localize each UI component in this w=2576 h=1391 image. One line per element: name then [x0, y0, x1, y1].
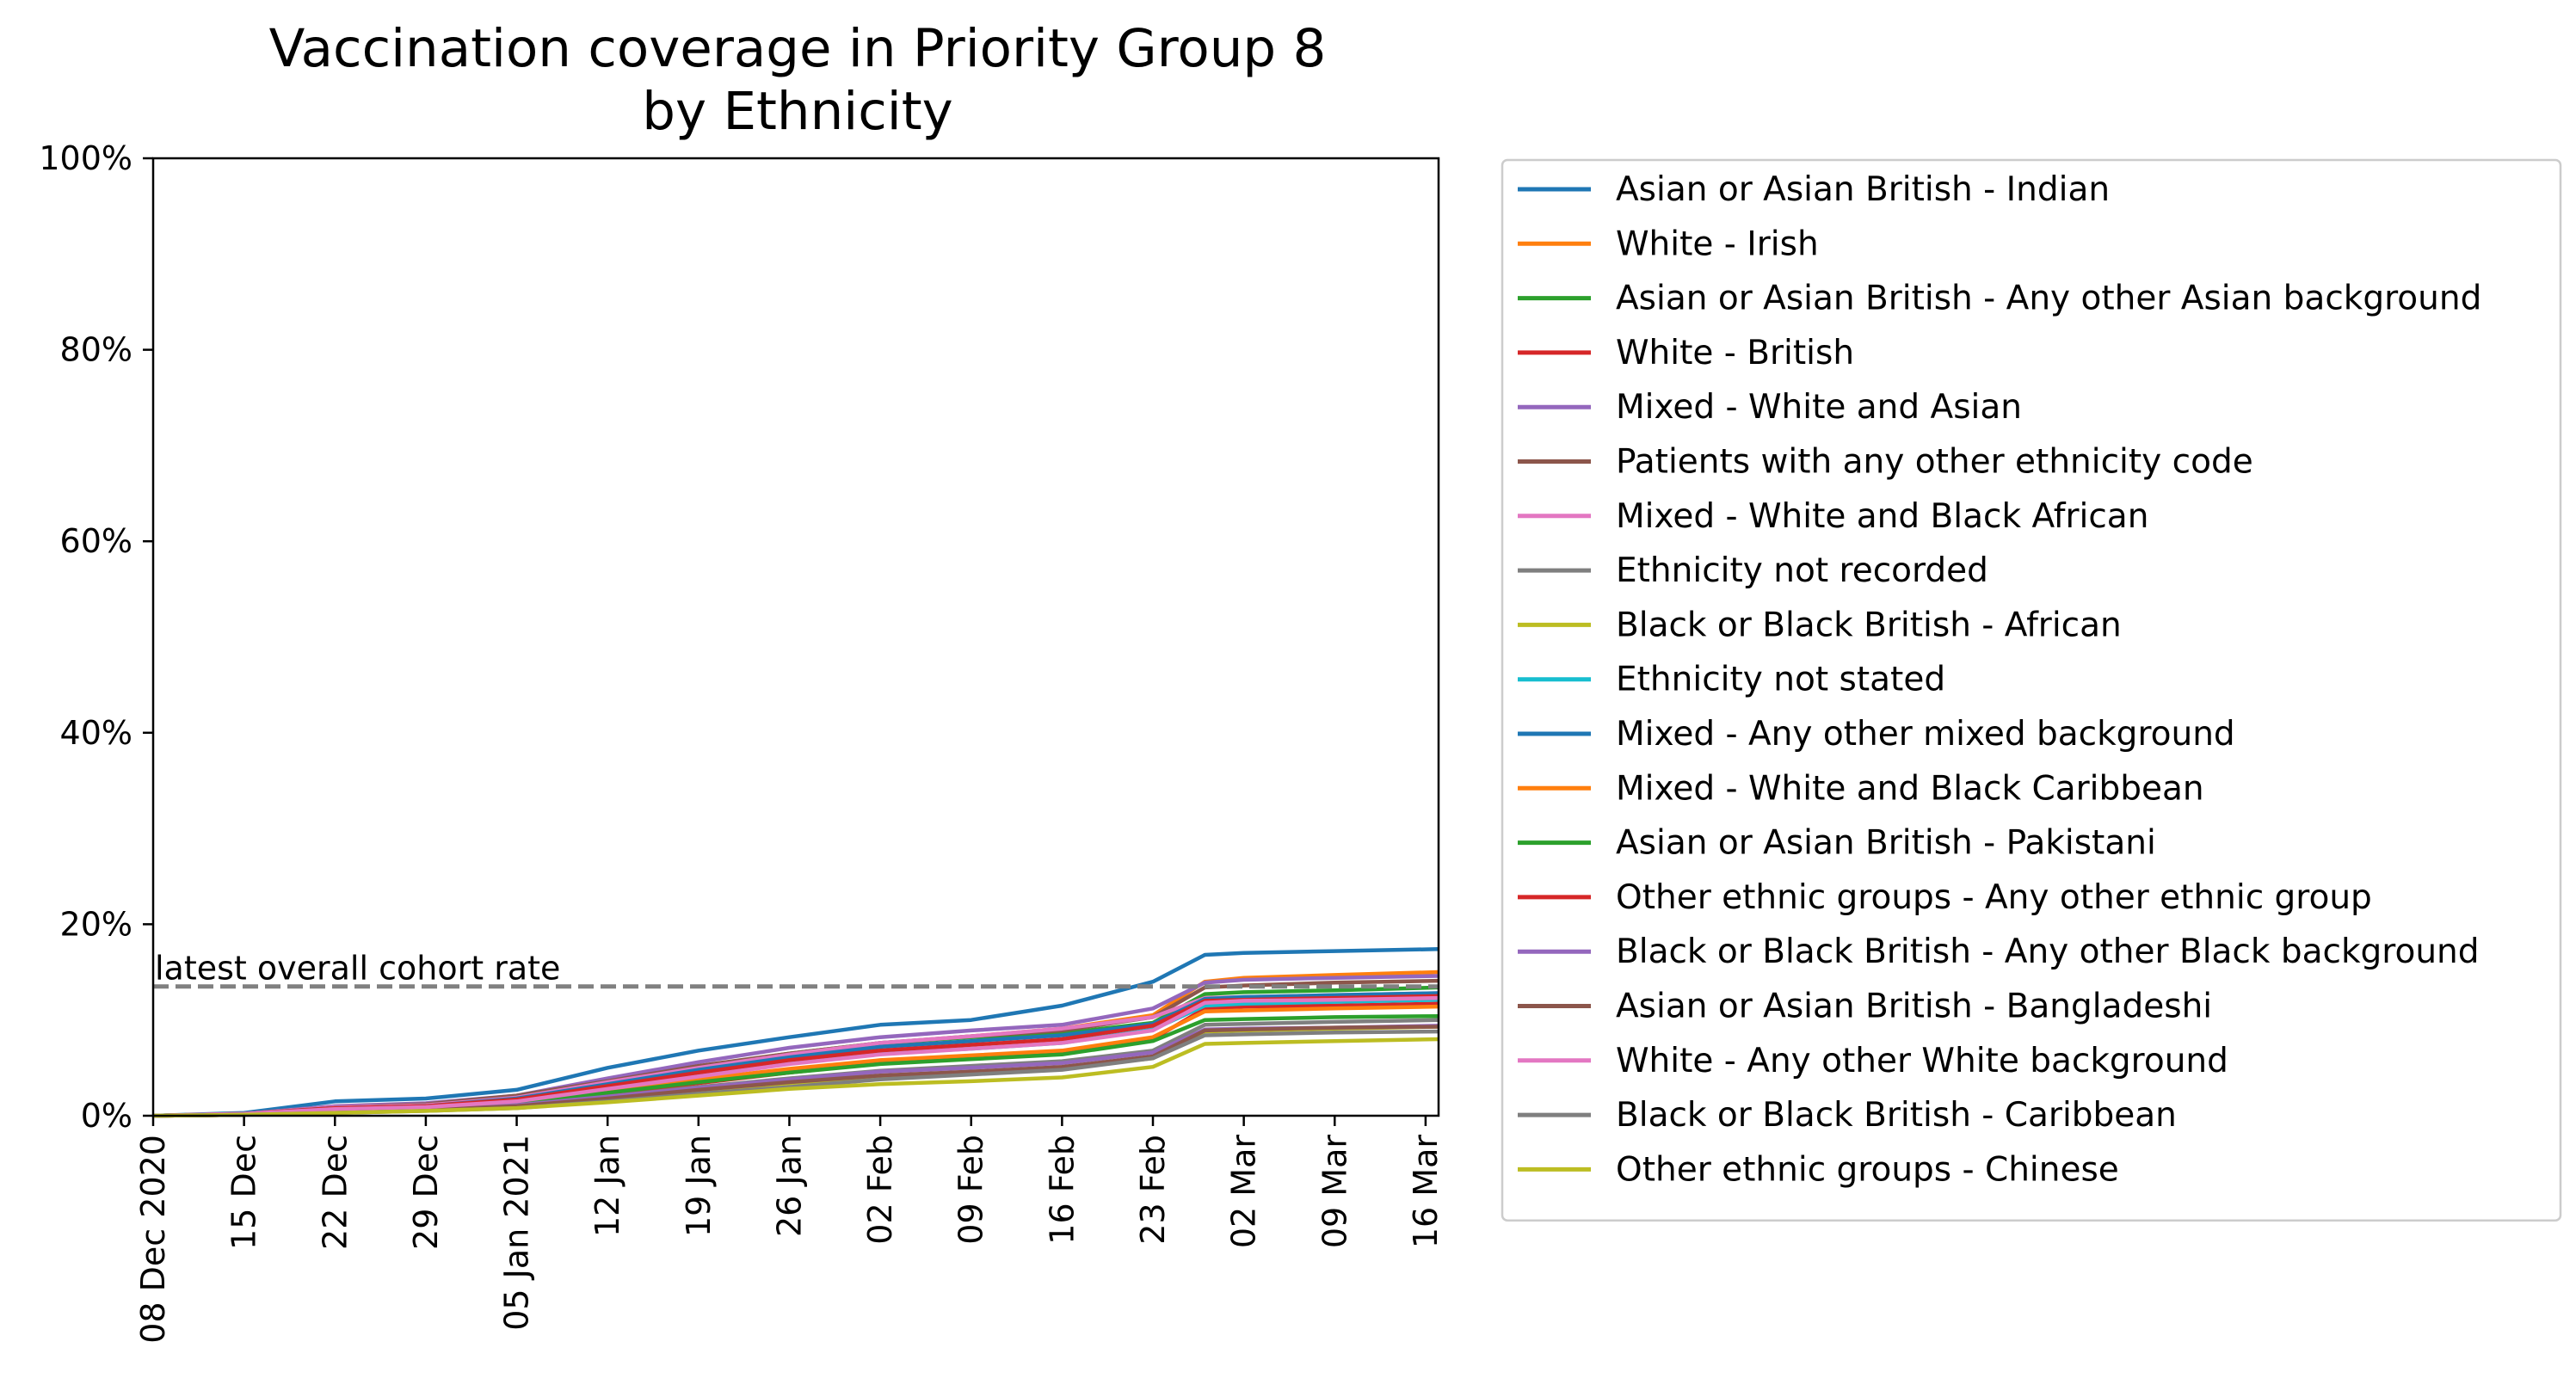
legend-label-11: Mixed - White and Black Caribbean [1616, 769, 2204, 808]
legend-label-10: Mixed - Any other mixed background [1616, 715, 2235, 754]
x-tick-label-0: 08 Dec 2020 [134, 1135, 172, 1344]
legend-frame [1501, 158, 2562, 1222]
series-line-16 [152, 995, 1439, 1118]
legend-label-18: Other ethnic groups - Chinese [1616, 1150, 2119, 1189]
legend-label-4: Mixed - White and Asian [1616, 388, 2022, 427]
x-tick-label-11: 23 Feb [1134, 1135, 1172, 1245]
legend-label-2: Asian or Asian British - Any other Asian… [1616, 280, 2481, 318]
legend-label-12: Asian or Asian British - Pakistani [1616, 824, 2156, 863]
chart-title-line-1: Vaccination coverage in Priority Group 8 [269, 18, 1327, 79]
x-tick-label-8: 02 Feb [861, 1135, 899, 1245]
x-tick-label-3: 29 Dec [407, 1135, 445, 1250]
legend-label-8: Black or Black British - African [1616, 606, 2122, 644]
y-tick-label-4: 80% [60, 331, 132, 369]
chart-title-line-2: by Ethnicity [642, 81, 952, 142]
y-tick-label-5: 100% [39, 139, 132, 177]
x-tick-label-6: 19 Jan [680, 1135, 718, 1237]
x-tick-label-5: 12 Jan [589, 1135, 626, 1237]
plot-area: latest overall cohort rate 0% 20% 40% 60% 80%… [39, 139, 1445, 1344]
x-tick-label-4: 05 Jan 2021 [498, 1135, 536, 1331]
y-tick-label-3: 60% [60, 522, 132, 560]
series-line-0 [152, 947, 1439, 1118]
reference-line-label: latest overall cohort rate [155, 950, 560, 988]
y-tick-label-0: 0% [81, 1097, 132, 1135]
x-tick-label-9: 09 Feb [952, 1135, 990, 1245]
legend-label-16: White - Any other White background [1616, 1042, 2228, 1080]
x-tick-label-14: 16 Mar [1407, 1135, 1445, 1249]
legend-label-9: Ethnicity not stated [1616, 661, 1945, 699]
legend-label-6: Mixed - White and Black African [1616, 497, 2148, 536]
x-tick-label-2: 22 Dec [316, 1135, 354, 1250]
legend-label-17: Black or Black British - Caribbean [1616, 1096, 2177, 1135]
legend-label-13: Other ethnic groups - Any other ethnic g… [1616, 878, 2372, 917]
legend-label-5: Patients with any other ethnicity code [1616, 443, 2253, 482]
x-tick-label-1: 15 Dec [225, 1135, 263, 1250]
y-tick-label-2: 40% [60, 714, 132, 752]
x-tick-label-7: 26 Jan [770, 1135, 808, 1237]
plot-frame [151, 157, 1440, 1117]
legend-label-7: Ethnicity not recorded [1616, 551, 1988, 590]
y-tick-label-1: 20% [60, 905, 132, 943]
series-line-18 [152, 1037, 1439, 1118]
x-tick-label-12: 02 Mar [1225, 1135, 1263, 1249]
legend-label-14: Black or Black British - Any other Black… [1616, 932, 2480, 971]
legend-label-0: Asian or Asian British - Indian [1616, 170, 2110, 209]
legend-label-1: White - Irish [1616, 225, 1819, 263]
x-tick-label-10: 16 Feb [1043, 1135, 1081, 1245]
x-tick-label-13: 09 Mar [1316, 1135, 1353, 1249]
legend: Asian or Asian British - Indian White - I… [1501, 158, 2562, 1222]
legend-label-3: White - British [1616, 334, 1854, 372]
legend-label-15: Asian or Asian British - Bangladeshi [1616, 988, 2212, 1026]
